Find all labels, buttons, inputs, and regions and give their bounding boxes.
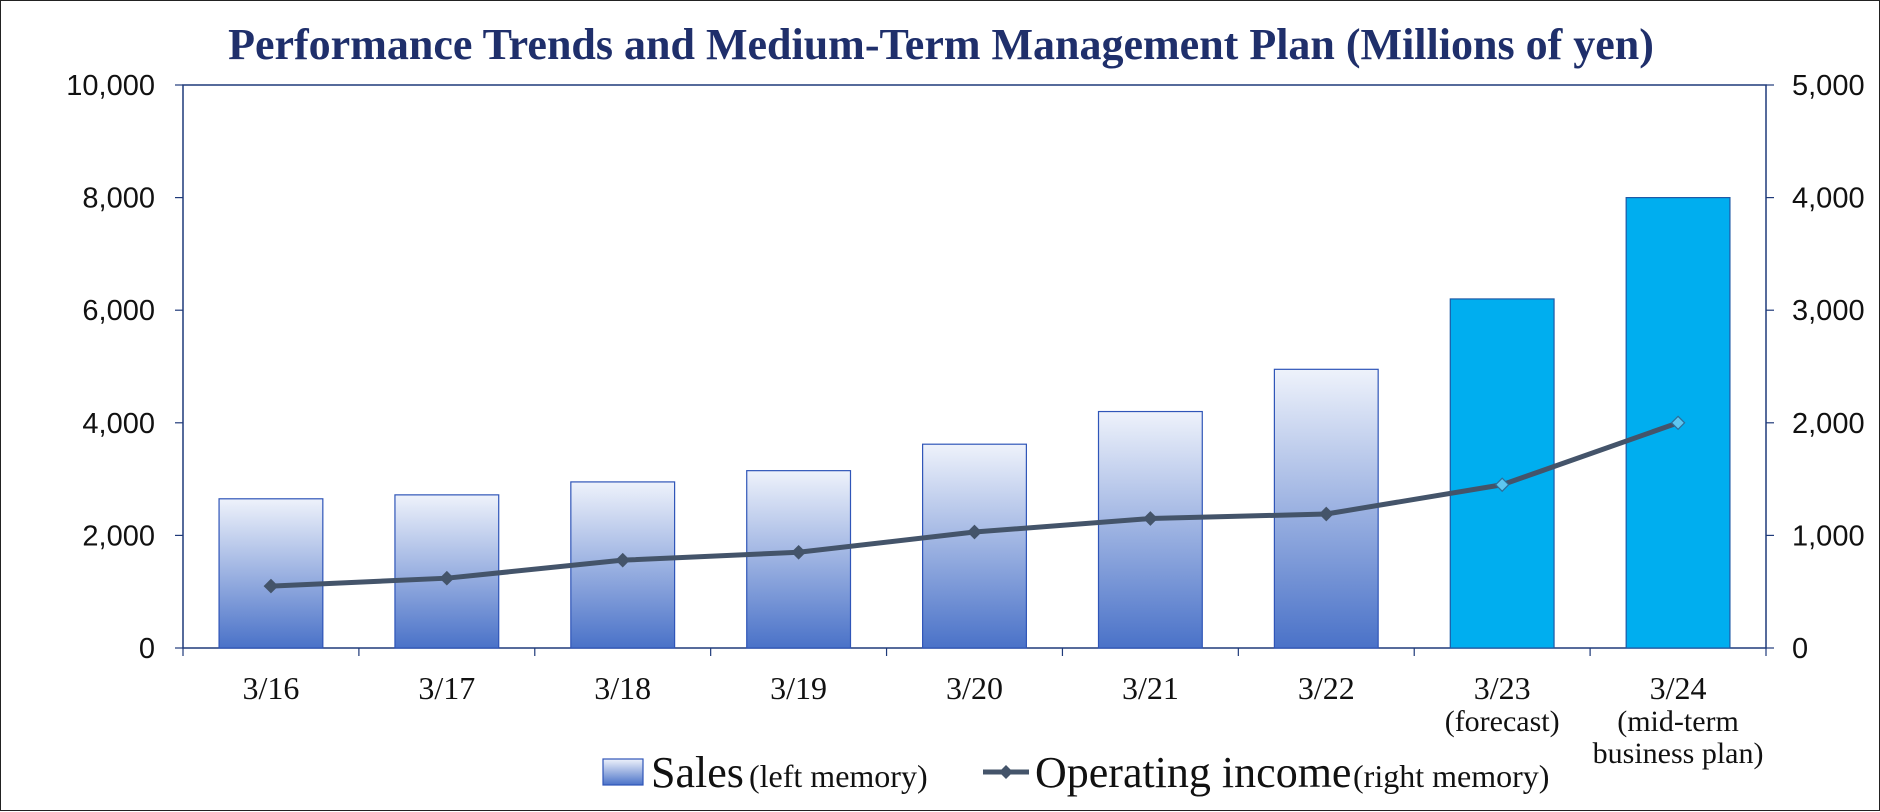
legend-sales-suffix: (left memory) (749, 758, 928, 794)
y-left-tick-label: 0 (139, 633, 155, 665)
x-tick-label: 3/22 (1298, 670, 1355, 706)
operating-income-point (967, 524, 982, 540)
y-right-tick-label: 5,000 (1792, 70, 1865, 102)
legend-sales-swatch (602, 758, 644, 786)
chart-title: Performance Trends and Medium-Term Manag… (228, 20, 1654, 69)
operating-income-point (439, 570, 455, 586)
operating-income-point (1143, 511, 1158, 526)
y-right-tick-label: 4,000 (1792, 183, 1865, 215)
x-tick-label: 3/18 (594, 670, 651, 706)
x-tick-label: (forecast) (1445, 705, 1560, 738)
operating-income-point (1670, 415, 1686, 431)
legend-op-suffix: (right memory) (1353, 758, 1549, 794)
legend-sales-label: Sales (651, 748, 744, 797)
sales-bar (922, 443, 1027, 649)
y-right-tick-label: 3,000 (1792, 295, 1865, 327)
y-left-tick-label: 6,000 (82, 295, 155, 327)
y-left-tick-label: 10,000 (66, 70, 155, 102)
y-right-tick-label: 1,000 (1792, 520, 1865, 552)
y-left-tick-label: 2,000 (82, 520, 155, 552)
operating-income-point (263, 578, 279, 594)
x-tick-label: 3/21 (1122, 670, 1179, 706)
y-right-tick-label: 0 (1792, 633, 1808, 665)
x-tick-label: 3/16 (242, 670, 299, 706)
x-tick-label: 3/24 (1650, 670, 1707, 706)
y-right-tick-label: 2,000 (1792, 408, 1865, 440)
x-tick-label: (mid-term (1617, 705, 1739, 738)
x-tick-label: business plan) (1593, 737, 1764, 770)
operating-income-point (615, 552, 631, 568)
y-left-tick-label: 4,000 (82, 408, 155, 440)
legend-op-label: Operating income (1035, 748, 1351, 797)
sales-bar (1097, 410, 1203, 649)
legend-op-marker (999, 765, 1013, 779)
operating-income-point (791, 544, 806, 560)
x-tick-label: 3/23 (1474, 670, 1531, 706)
x-tick-label: 3/17 (418, 670, 475, 706)
operating-income-point (1494, 477, 1510, 493)
operating-income-point (1318, 506, 1334, 522)
x-tick-label: 3/19 (770, 670, 827, 706)
sales-bar (218, 498, 324, 649)
x-tick-label: 3/20 (946, 670, 1003, 706)
y-left-tick-label: 8,000 (82, 183, 155, 215)
